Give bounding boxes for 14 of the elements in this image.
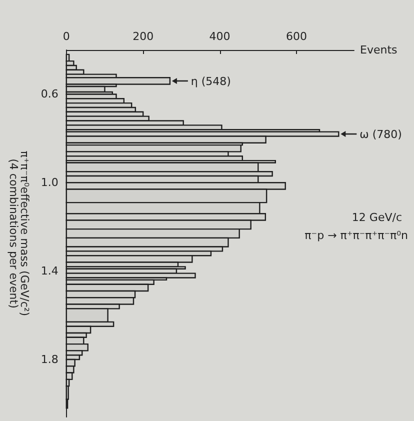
annotation: η (548): [190, 74, 231, 88]
x-tick-label: 600: [286, 30, 307, 43]
x-axis-title: Events: [360, 44, 398, 56]
y-tick-label: 1.0: [40, 176, 58, 190]
x-tick-label: 400: [209, 30, 230, 43]
annotation: ω (780): [360, 128, 402, 142]
y-tick-label: 1.8: [40, 353, 58, 366]
x-tick-label: 200: [132, 30, 154, 43]
text: π⁻p → π⁺π⁻π⁺π⁻π⁰n: [304, 229, 408, 242]
x-tick-label: 0: [62, 30, 70, 43]
text: 12 GeV/c: [352, 211, 402, 224]
y-axis-title: π⁺π⁻π⁰effective mass (GeV/c²) (4 combinations per event): [7, 150, 31, 316]
y-tick-label: 1.4: [40, 264, 58, 278]
y-tick-label: 0.6: [40, 88, 58, 101]
